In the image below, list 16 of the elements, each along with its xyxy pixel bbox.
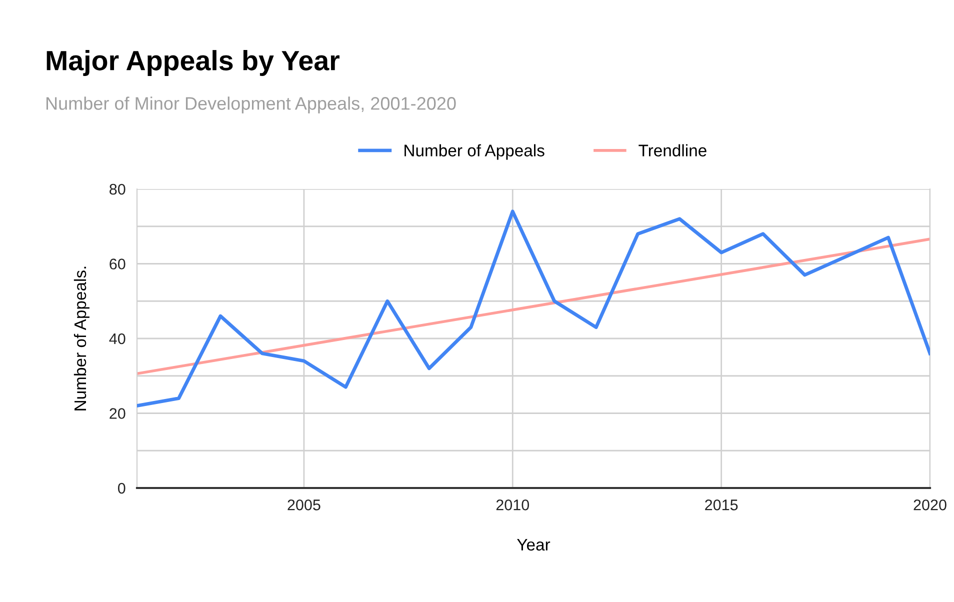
x-axis-title: Year (517, 538, 550, 551)
line-series (137, 210, 930, 408)
y-tick-label: 20 (110, 408, 126, 419)
y-axis-title: Number of Appeals. (74, 266, 90, 410)
x-tick-label: 2020 (914, 500, 946, 510)
x-tick-label: 2015 (705, 500, 738, 510)
legend-label: Trendline (638, 144, 706, 156)
legend-label: Number of Appeals (404, 144, 544, 160)
y-tick-label: 0 (118, 482, 126, 494)
chart-subtitle: Number of Minor Development Appeals, 2001-2020 (46, 96, 456, 114)
y-tick-label: 80 (110, 184, 126, 195)
chart-title: Major Appeals by Year (46, 50, 340, 76)
x-tick-label: 2010 (496, 500, 530, 510)
y-tick-label: 40 (109, 333, 126, 344)
y-tick-label: 60 (110, 258, 126, 270)
x-tick-label: 2005 (288, 500, 320, 510)
